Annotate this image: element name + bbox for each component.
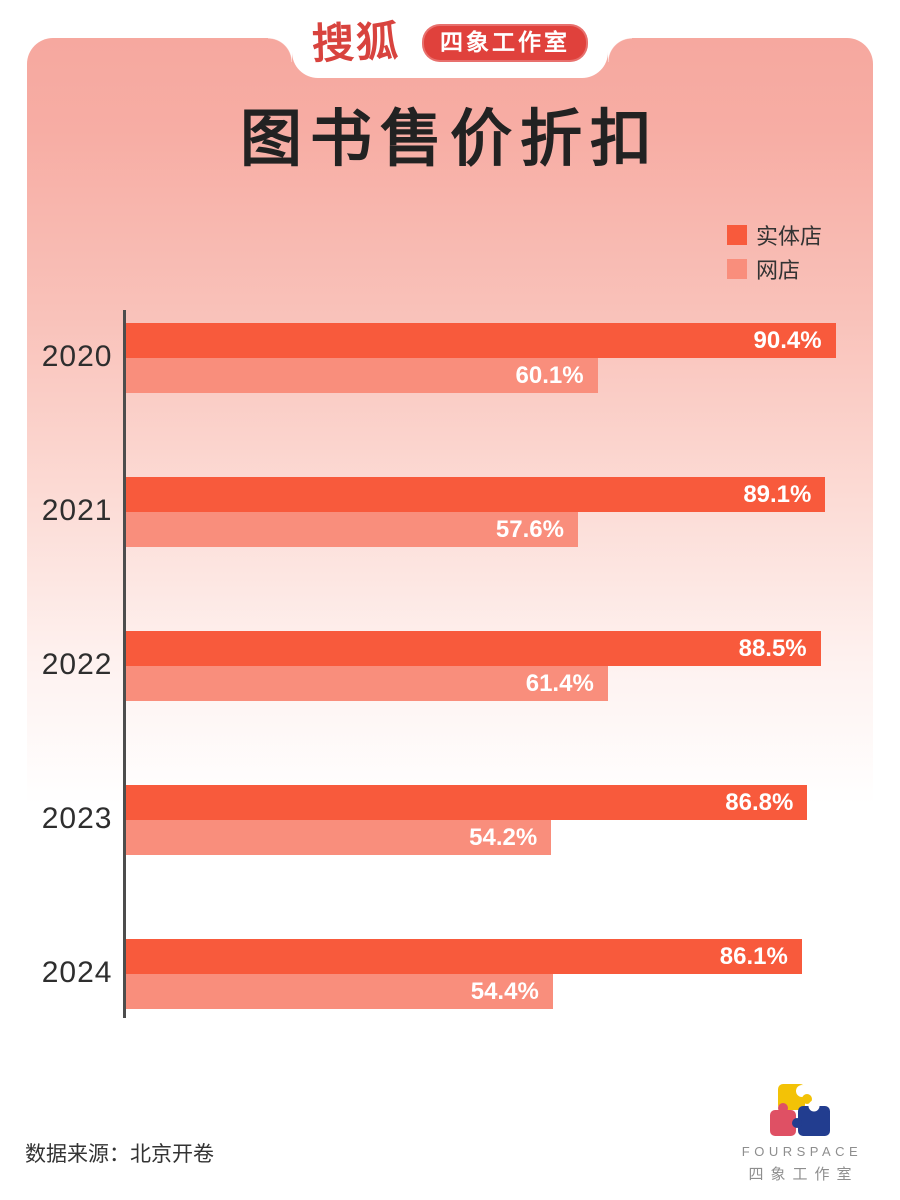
- bar-physical-store: 88.5%: [125, 631, 821, 666]
- legend-item-physical-store: 实体店: [727, 222, 823, 249]
- bar-value-label: 57.6%: [495, 516, 564, 543]
- bar-row-2024: 2024 86.1% 54.4%: [42, 939, 900, 1009]
- bar-value-label: 61.4%: [525, 670, 594, 697]
- bar-physical-store: 86.1%: [125, 939, 802, 974]
- legend-label: 实体店: [756, 224, 823, 249]
- bar-row-2021: 2021 89.1% 57.6%: [42, 477, 900, 547]
- fourspace-logo: FOURSPACE 四象工作室: [733, 1082, 867, 1184]
- header: 搜狐 四象工作室: [0, 17, 900, 68]
- bar-online-store: 54.4%: [125, 974, 553, 1009]
- bar-online-store: 61.4%: [125, 666, 608, 701]
- sohu-logo: 搜狐: [311, 17, 401, 68]
- year-label: 2020: [41, 340, 113, 373]
- bar-value-label: 86.8%: [725, 789, 794, 816]
- bar-value-label: 60.1%: [515, 362, 584, 389]
- page-title: 图书售价折扣: [239, 105, 660, 174]
- fourspace-subtitle: 四象工作室: [748, 1166, 859, 1183]
- bar-value-label: 90.4%: [753, 327, 822, 354]
- bar-row-2022: 2022 88.5% 61.4%: [42, 631, 900, 701]
- puzzle-icon: [770, 1084, 830, 1136]
- year-label: 2023: [41, 802, 113, 835]
- year-label: 2021: [41, 494, 113, 527]
- bar-value-label: 54.2%: [469, 824, 538, 851]
- legend-swatch-physical-store: [727, 225, 747, 245]
- y-axis-line: [123, 310, 126, 1018]
- bar-value-label: 88.5%: [738, 635, 807, 662]
- legend: 实体店 网店: [727, 222, 822, 290]
- chart: 2020 90.4% 60.1% 2021 89.1% 57.6% 2022 88.5% 61.…: [42, 310, 900, 1018]
- year-label: 2024: [41, 956, 113, 989]
- legend-item-online-store: 网店: [727, 256, 822, 283]
- bar-row-2020: 2020 90.4% 60.1%: [42, 323, 900, 393]
- bar-row-2023: 2023 86.8% 54.2%: [42, 785, 900, 855]
- bar-value-label: 89.1%: [743, 481, 812, 508]
- legend-label: 网店: [756, 258, 801, 283]
- bar-online-store: 60.1%: [125, 358, 598, 393]
- bar-value-label: 54.4%: [470, 978, 539, 1005]
- bar-physical-store: 89.1%: [125, 477, 826, 512]
- bar-value-label: 86.1%: [719, 943, 788, 970]
- bar-online-store: 54.2%: [125, 820, 552, 855]
- bar-physical-store: 90.4%: [125, 323, 836, 358]
- notch-right-fillet: [608, 38, 632, 62]
- fourspace-name: FOURSPACE: [741, 1144, 863, 1159]
- legend-swatch-online-store: [727, 259, 747, 279]
- studio-badge: 四象工作室: [422, 24, 588, 62]
- source-note: 数据来源：北京开卷: [25, 1143, 214, 1166]
- bar-online-store: 57.6%: [125, 512, 578, 547]
- notch-left-fillet: [268, 38, 292, 62]
- bar-physical-store: 86.8%: [125, 785, 808, 820]
- year-label: 2022: [41, 648, 113, 681]
